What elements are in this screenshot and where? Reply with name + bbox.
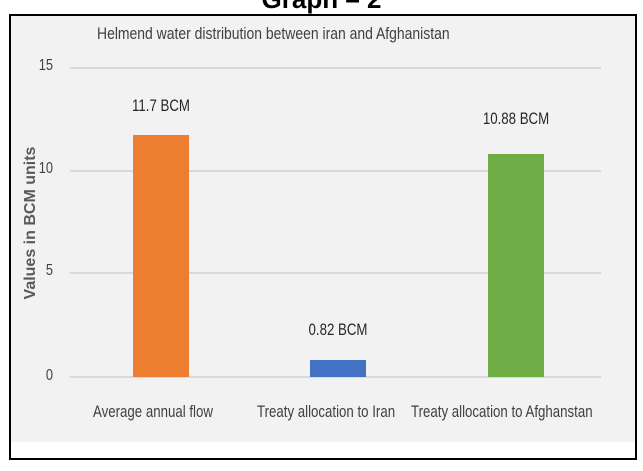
data-label-average-annual-flow: 11.7 BCM bbox=[132, 96, 190, 115]
data-label-treaty-iran: 0.82 BCM bbox=[308, 320, 368, 339]
data-label-treaty-afghanistan: 10.88 BCM bbox=[482, 109, 550, 128]
bar-treaty-afghanistan bbox=[488, 154, 544, 377]
bar-treaty-iran bbox=[310, 360, 366, 377]
chart-area: Helmend water distribution between iran … bbox=[11, 16, 635, 442]
gridline-10 bbox=[70, 170, 601, 172]
y-tick-5: 5 bbox=[45, 262, 53, 279]
gridline-15 bbox=[70, 67, 601, 69]
x-label-treaty-iran: Treaty allocation to Iran bbox=[257, 402, 396, 421]
x-label-average-annual-flow: Average annual flow bbox=[93, 402, 213, 421]
y-tick-15: 15 bbox=[38, 57, 53, 74]
chart-title: Helmend water distribution between iran … bbox=[97, 24, 450, 43]
x-label-treaty-afghanistan: Treaty allocation to Afghanstan bbox=[411, 402, 593, 421]
y-tick-10: 10 bbox=[38, 160, 53, 177]
y-tick-0: 0 bbox=[45, 367, 53, 384]
bar-average-annual-flow bbox=[133, 135, 189, 377]
chart-frame: Helmend water distribution between iran … bbox=[9, 14, 637, 460]
y-axis-label: Values in BCM units bbox=[22, 146, 39, 300]
gridline-0 bbox=[70, 376, 601, 378]
gridline-5 bbox=[70, 272, 601, 274]
page-heading: Graph – 2 bbox=[0, 0, 643, 15]
